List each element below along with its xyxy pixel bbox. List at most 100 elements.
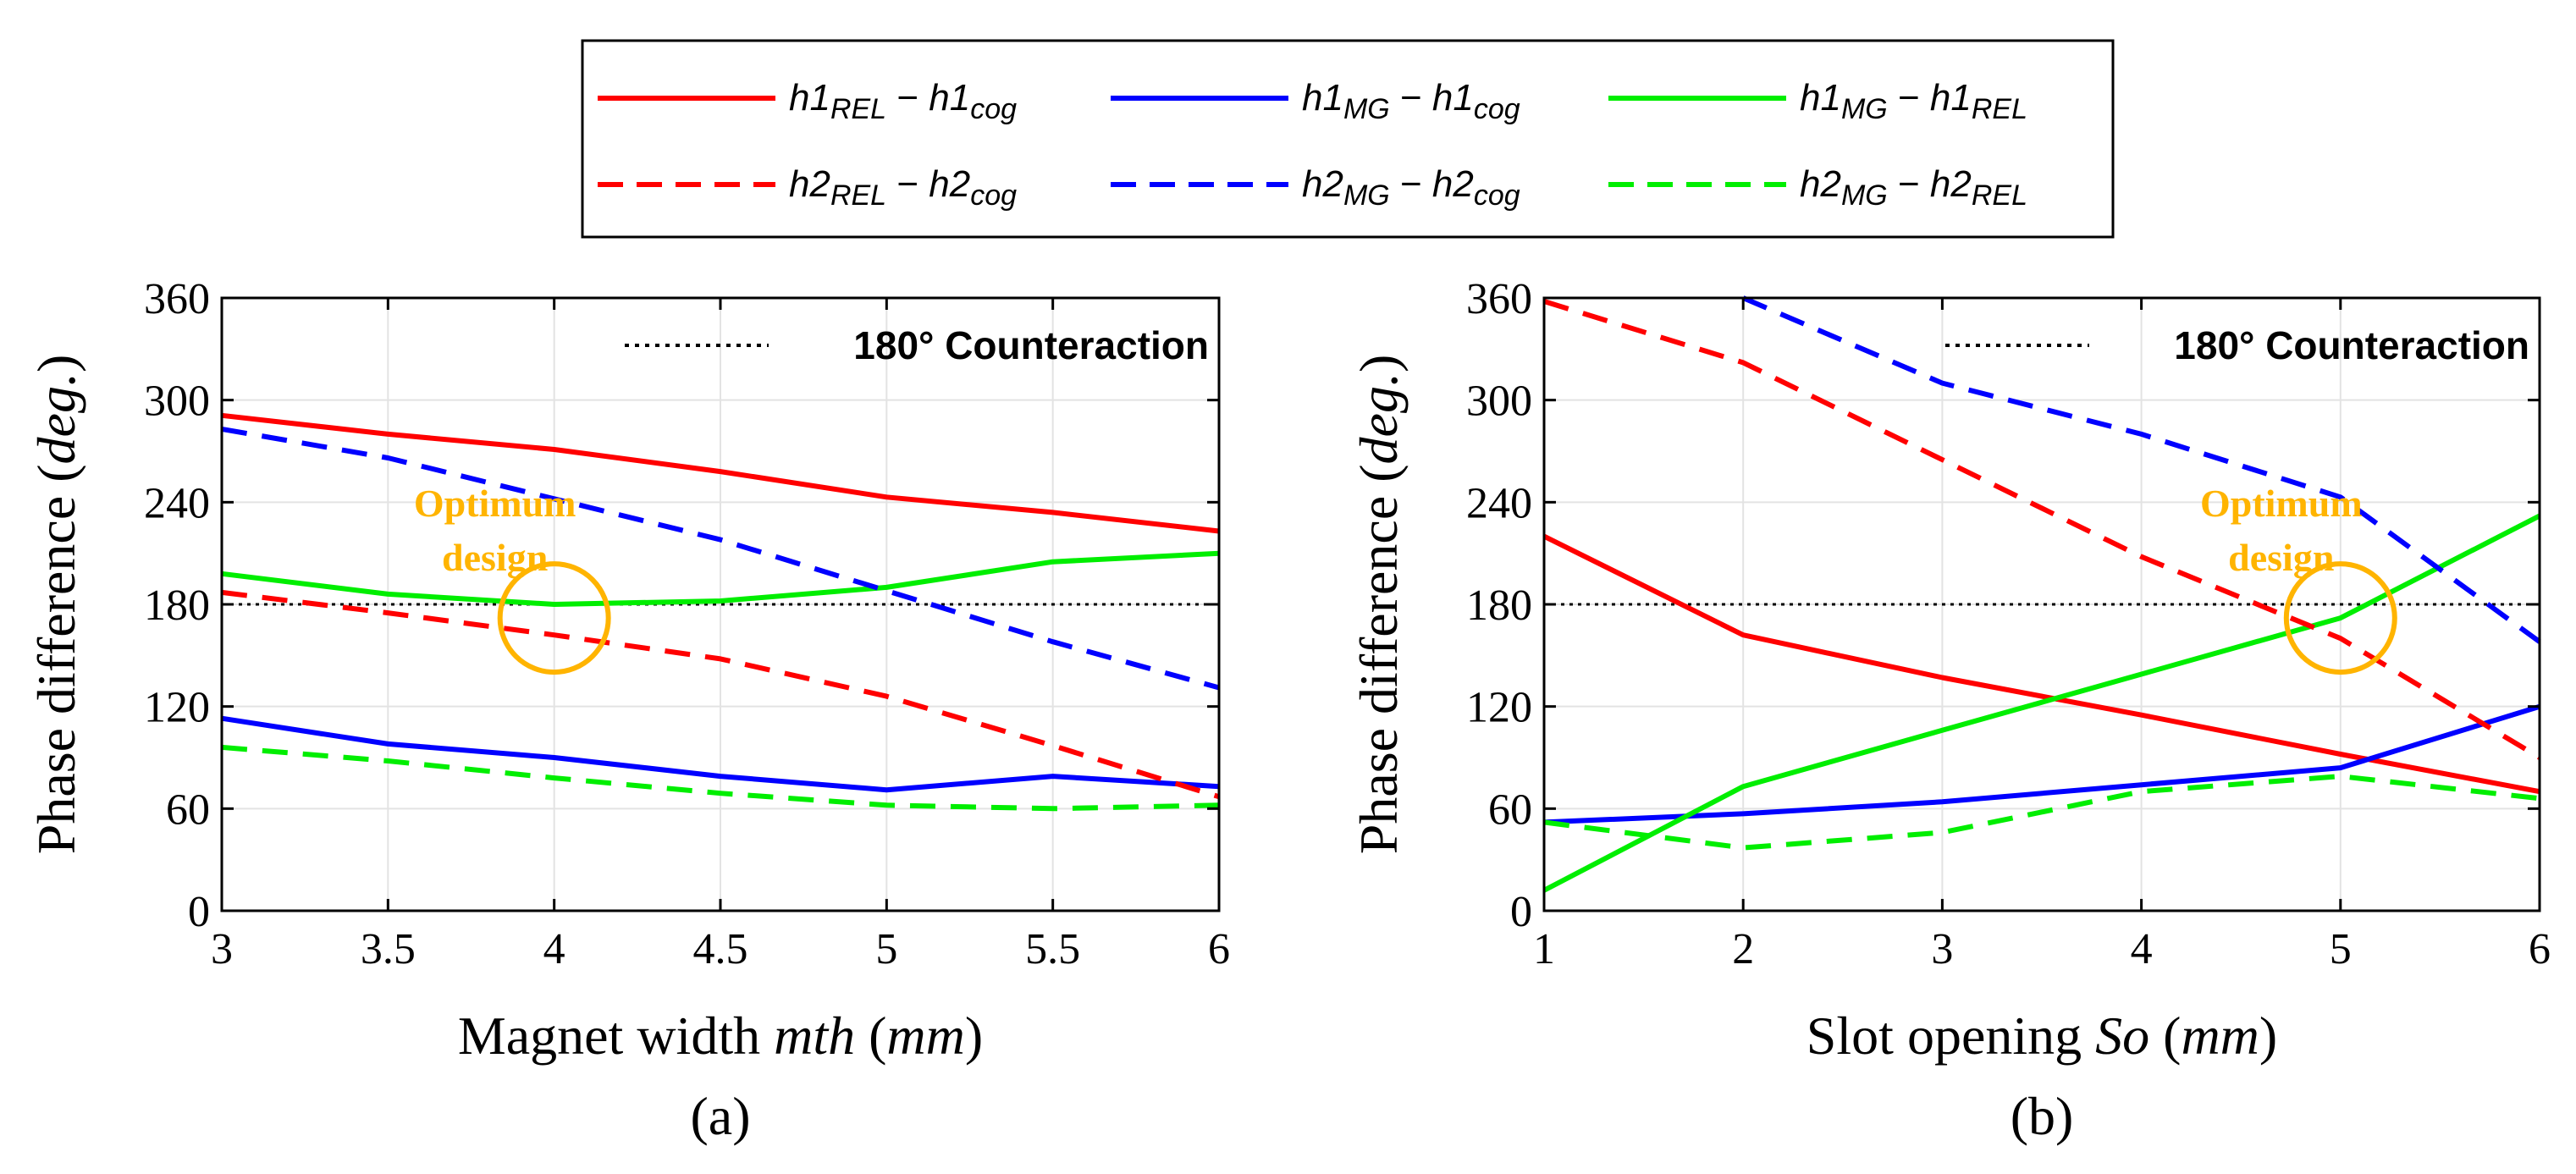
legend-label-sub-b: cog [1474,93,1520,125]
y-tick-label: 240 [1466,479,1532,527]
optimum-annotation-line: design [442,536,548,579]
x-tick-label: 4.5 [693,925,748,973]
x-axis-label-paren: ) [965,1006,983,1066]
legend-label-sub-a: MG [1841,179,1888,212]
legend-label: h1REL − h1cog [789,77,1017,125]
legend-label-h: h1 [1302,77,1343,119]
optimum-annotation-line: design [2228,536,2334,579]
optimum-marker [497,561,611,675]
legend-label-sub-b: cog [970,179,1017,212]
x-axis-label-unit: mm [886,1006,964,1066]
legend-label-h: h2 [1930,163,1972,205]
y-axis-label-main: Phase difference ( [1349,464,1409,854]
legend-frame [581,39,2115,239]
x-axis-label-main: Magnet width [458,1006,774,1066]
optimum-annotation-line: Optimum [2200,482,2363,525]
y-tick-label: 360 [1466,275,1532,323]
optimum-annotation: Optimum design [2200,482,2363,579]
y-tick-label: 240 [144,479,210,527]
x-tick-label: 4 [543,925,565,973]
x-axis-label-paren: ( [2149,1006,2181,1066]
x-tick-label: 2 [1732,925,1754,973]
y-axis-label: Phase difference (deg.) [1349,355,1409,855]
x-axis-label-paren: ( [855,1006,886,1066]
x-tick-label: 5 [2330,925,2352,973]
legend-label-sub-b: REL [1972,93,2027,125]
legend-label: h1MG − h1cog [1302,77,1520,125]
optimum-annotation: Optimum design [414,482,576,579]
x-axis-label-main: Slot opening [1807,1006,2095,1066]
x-axis-label-var: mth [774,1006,855,1066]
y-tick-label: 0 [1510,888,1532,936]
y-tick-label: 180 [1466,581,1532,630]
legend-label-sub-a: MG [1343,179,1390,212]
y-tick-label: 300 [1466,378,1532,426]
legend-label-minus: − [1390,77,1432,119]
legend-label-minus: − [1888,77,1930,119]
x-axis-label: Magnet width mth (mm) [458,1006,983,1066]
series-line [221,550,1220,607]
legend-label-h: h2 [1800,163,1841,205]
legend-label-minus: − [1390,163,1432,205]
legend-label-sub-b: cog [1474,179,1520,212]
legend-label-h: h2 [789,163,830,205]
y-tick-label: 300 [144,378,210,426]
y-axis-label: Phase difference (deg.) [26,355,86,855]
legend-label: h2REL − h2cog [789,163,1017,212]
x-tick-label: 3.5 [361,925,416,973]
y-tick-label: 120 [1466,684,1532,732]
y-tick-label: 120 [144,684,210,732]
legend-label-minus: − [1888,163,1930,205]
optimum-marker [2283,561,2397,675]
y-axis-label-paren: ) [26,355,86,372]
panel-label: (a) [690,1086,750,1146]
y-tick-label: 0 [188,888,210,936]
series-line [221,589,1220,800]
legend-label-minus: − [886,163,929,205]
legend-label-h: h1 [1432,77,1474,119]
x-tick-label: 6 [2529,925,2551,973]
series-line [1543,774,2540,851]
y-tick-label: 360 [144,275,210,323]
series-line [1543,703,2540,825]
x-tick-label: 1 [1533,925,1555,973]
x-tick-label: 5 [875,925,897,973]
legend-label-h: h1 [929,77,970,119]
legend-label-h: h1 [1800,77,1841,119]
legend-label: h2MG − h2REL [1800,163,2027,212]
legend-label: h1MG − h1REL [1800,77,2027,125]
y-axis-label-unit: deg. [1349,372,1409,464]
legend-label-sub-a: REL [830,179,886,212]
x-tick-label: 5.5 [1025,925,1080,973]
x-axis-label: Slot opening So (mm) [1807,1006,2277,1066]
series-line [221,744,1220,812]
x-axis-label-var: So [2095,1006,2149,1066]
x-tick-label: 3 [211,925,233,973]
series-line [1742,295,2541,644]
x-axis-label-paren: ) [2259,1006,2277,1066]
legend-label: h2MG − h2cog [1302,163,1520,212]
legend-label-h: h2 [1302,163,1343,205]
legend-label-sub-b: cog [970,93,1017,125]
legend-label-sub-a: MG [1841,93,1888,125]
legend-label-sub-a: REL [830,93,886,125]
legend-label-h: h2 [929,163,970,205]
series-line [221,426,1220,691]
x-tick-label: 6 [1208,925,1230,973]
x-tick-label: 3 [1931,925,1953,973]
y-axis-label-paren: ) [1349,355,1409,372]
y-tick-label: 180 [144,581,210,630]
legend-label-h: h1 [1930,77,1972,119]
series-line [1542,513,2541,893]
y-axis-label-unit: deg. [26,372,86,464]
x-axis-label-unit: mm [2181,1006,2259,1066]
reference-label: 180° Counteraction [2174,323,2529,367]
legend-label-h: h2 [1432,163,1474,205]
legend: h1REL − h1cog h1MG − h1cog h1MG − h1RELh2R… [581,39,2115,239]
reference-label: 180° Counteraction [853,323,1209,367]
y-axis-label-main: Phase difference ( [26,464,86,854]
legend-label-sub-b: REL [1972,179,2027,212]
